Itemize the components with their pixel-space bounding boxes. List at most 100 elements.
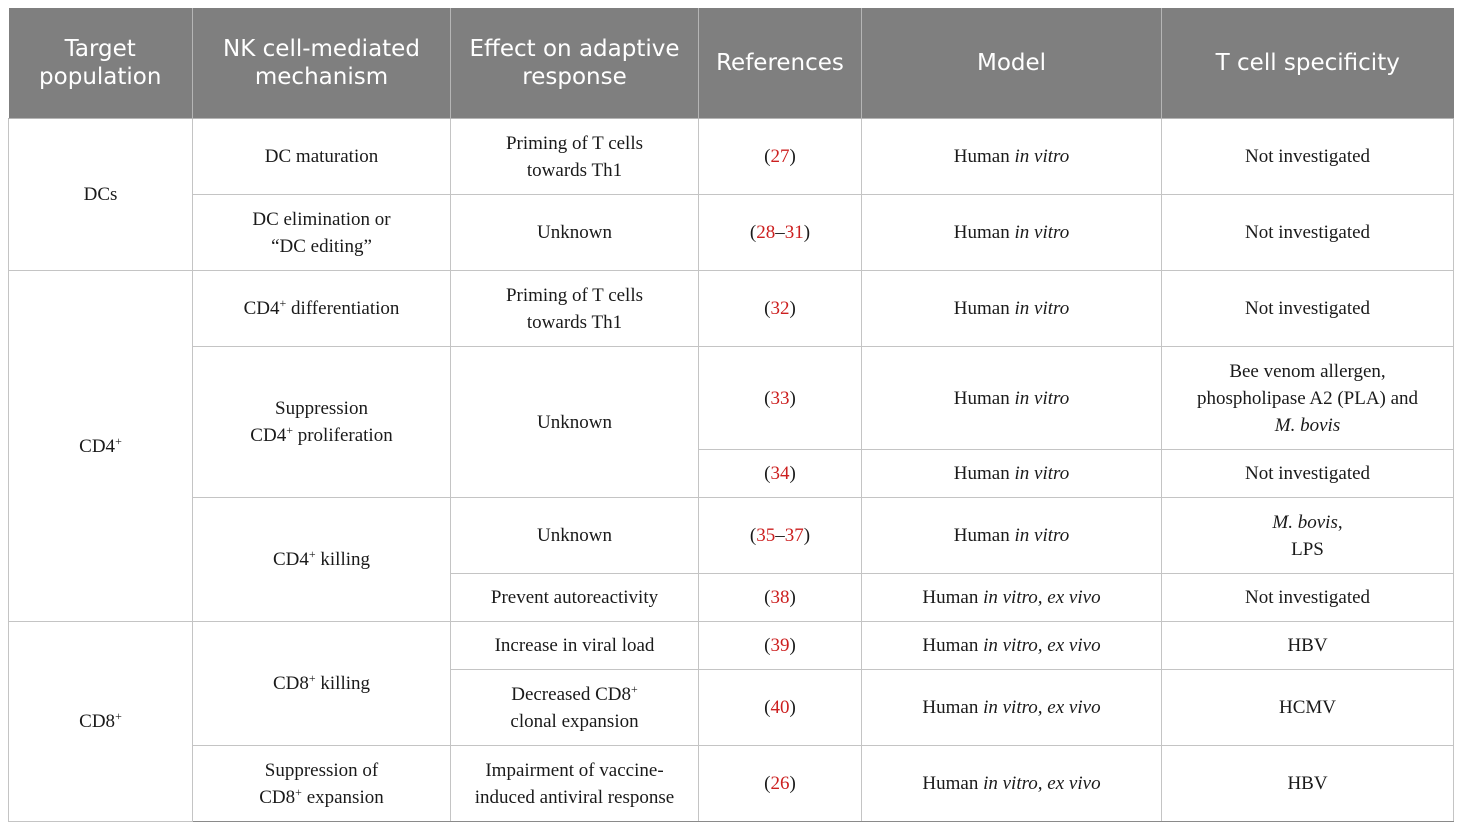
mechanism-line: Suppression of [264,759,379,781]
reference-link[interactable]: 33 [770,387,790,409]
target-label: CD8 [79,711,116,732]
header-row: Target population NK cell-mediated mecha… [8,8,1454,119]
table-row: CD4+ CD4+ differentiation Priming of T c… [8,270,1454,622]
model-cell: Human in vitro [861,346,1162,450]
reference-cell: (32) [698,270,862,347]
target-label: DCs [83,184,118,205]
mechanism-cell: CD4+ killing [192,497,451,622]
mechanism-cell: DC elimination or “DC editing” [192,194,451,271]
reference-cell: (26) [698,745,862,822]
model-prefix: Human [922,635,979,656]
model-italic: in vitro, ex vivo [983,635,1101,656]
specificity-cell: HCMV [1161,669,1454,746]
model-italic: in vitro [1014,387,1070,409]
effect-cell: Unknown [450,194,699,271]
reference-link[interactable]: 37 [784,525,804,546]
model-cell: Human in vitro [861,449,1162,498]
ref-open: ( [764,773,771,794]
ref-dash: – [775,525,785,546]
effect-cell: Unknown [450,346,699,498]
ref-open: ( [764,298,771,319]
effect-line: Decreased CD8 [511,683,631,705]
reference-cell: (28–31) [698,194,862,271]
effect-cell: Priming of T cells towards Th1 [450,118,699,195]
mechanism-cell: DC maturation [192,118,451,195]
mechanism-text-rest: killing [315,549,371,570]
table-row: CD8+ CD8+ killing Increase in viral load… [8,621,1454,822]
specificity-cell: Not investigated [1161,573,1454,622]
table-row: Decreased CD8+ clonal expansion (40) Huma… [9,669,1454,746]
ref-open: ( [749,525,757,546]
ref-close: ) [789,587,796,608]
reference-link[interactable]: 27 [770,146,790,167]
specificity-cell: Not investigated [1161,270,1454,347]
ref-close: ) [803,222,811,243]
reference-cell: (34) [698,449,862,498]
model-italic: in vitro, ex vivo [983,773,1101,794]
superscript: + [308,547,316,561]
effect-line: towards Th1 [526,159,623,181]
model-cell: Human in vitro, ex vivo [861,669,1162,746]
superscript: + [286,423,293,437]
ref-dash: – [775,222,785,243]
table-row: (34) Human in vitro Not investigated [9,449,1454,498]
spec-line: LPS [1291,538,1324,560]
reference-link[interactable]: 31 [784,222,804,243]
model-italic: in vitro [1014,463,1070,484]
ref-close: ) [803,525,811,546]
model-cell: Human in vitro, ex vivo [861,573,1162,622]
model-prefix: Human [953,146,1010,167]
model-prefix: Human [922,773,979,794]
reference-link[interactable]: 26 [770,773,790,794]
mechanism-cell: CD4+ differentiation [192,270,451,347]
header-references: References [698,8,862,119]
mechanism-text-rest: proliferation [292,425,393,446]
effect-cell: Priming of T cells towards Th1 [450,270,699,347]
model-cell: Human in vitro, ex vivo [861,621,1162,670]
ref-close: ) [789,298,796,319]
ref-close: ) [789,697,796,718]
mechanism-text: CD4 [250,425,287,446]
effect-line: Impairment of vaccine- [485,759,664,781]
reference-link[interactable]: 39 [770,635,790,656]
data-table: Target population NK cell-mediated mecha… [8,8,1454,822]
mechanism-line: DC elimination or [252,208,391,230]
model-prefix: Human [953,525,1010,546]
reference-link[interactable]: 35 [756,525,776,546]
mechanism-text: CD4 [272,549,309,570]
ref-open: ( [749,222,757,243]
ref-close: ) [789,635,796,656]
effect-line: Priming of T cells [505,132,644,154]
model-cell: Human in vitro [861,497,1162,574]
target-label: CD4 [79,435,116,457]
effect-line: induced antiviral response [474,786,675,808]
mechanism-cell: Suppression of CD8+ expansion [192,745,451,822]
specificity-cell: HBV [1161,621,1454,670]
reference-link[interactable]: 32 [770,298,790,319]
ref-open: ( [764,463,771,484]
ref-open: ( [764,697,771,718]
reference-link[interactable]: 34 [770,463,790,484]
header-target-population: Target population [8,8,193,119]
effect-cell: Decreased CD8+ clonal expansion [450,669,699,746]
reference-cell: (35–37) [698,497,862,574]
effect-cell: Prevent autoreactivity [450,573,699,622]
reference-link[interactable]: 40 [770,697,790,718]
superscript: + [295,784,302,799]
model-prefix: Human [953,222,1010,243]
table-row: DCs DC maturation Priming of T cells towa… [8,118,1454,271]
mechanism-line: “DC editing” [271,235,372,257]
mechanism-text-rest: killing [315,673,371,694]
reference-link[interactable]: 38 [770,587,790,608]
specificity-cell: Not investigated [1161,449,1454,498]
reference-link[interactable]: 28 [756,222,776,243]
ref-close: ) [789,463,796,484]
mechanism-cell: CD8+ killing [192,621,451,746]
table-row: Prevent autoreactivity (38) Human in vit… [9,573,1454,622]
table-row: Suppression CD4+ proliferation Unknown (3… [9,346,1454,498]
mechanism-text: CD4 [243,298,280,319]
superscript: + [279,296,287,310]
reference-cell: (38) [698,573,862,622]
superscript: + [630,681,638,696]
model-cell: Human in vitro [861,118,1162,195]
